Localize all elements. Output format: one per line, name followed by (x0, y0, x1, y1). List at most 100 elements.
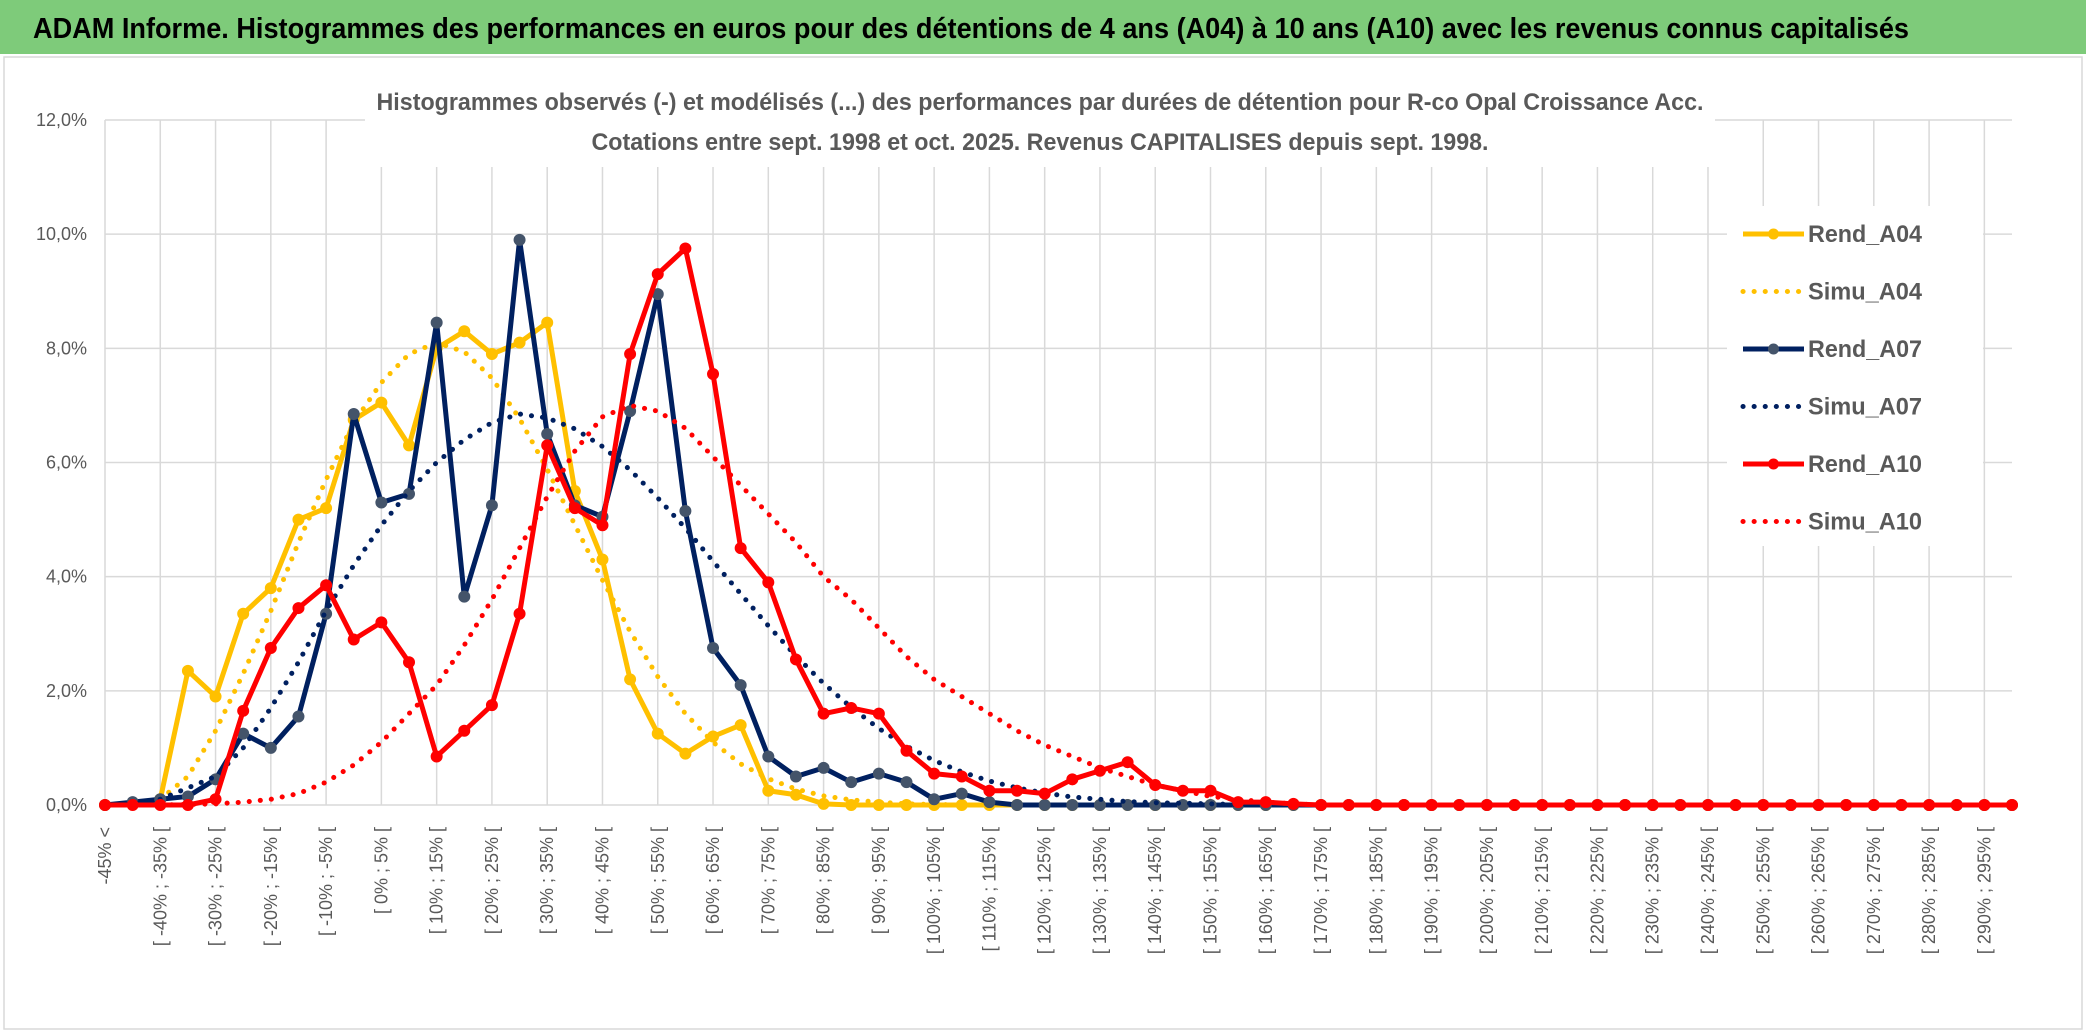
legend-label: Rend_A04 (1808, 221, 1923, 248)
y-tick-label: 12,0% (36, 110, 87, 130)
data-point (1536, 799, 1549, 811)
data-point (568, 502, 581, 515)
data-point (928, 767, 941, 780)
x-tick-label: [ 140% ; 145% [ (1145, 827, 1165, 954)
legend: Rend_A04 Simu_A04 Rend_A07 Simu_A07 Rend_A10… (1727, 206, 1983, 546)
x-tick-label: [ 220% ; 225% [ (1587, 827, 1607, 954)
x-axis: -45% < [ -40% ; -35% [[ -30% ; -25% [[ -2… (95, 827, 1994, 954)
data-point (845, 799, 858, 811)
data-point (762, 784, 775, 797)
data-point (900, 776, 913, 789)
y-axis: 0,0% 2,0% 4,0% 6,0% 8,0% 10,0% 12,0% (36, 110, 87, 815)
data-point (181, 664, 194, 677)
x-tick-label: [ 170% ; 175% [ (1311, 827, 1331, 954)
data-point (734, 719, 747, 732)
data-point (485, 699, 498, 712)
plot-area (99, 233, 2018, 811)
data-point (1480, 799, 1493, 811)
x-tick-label: [ 280% ; 285% [ (1919, 827, 1939, 954)
legend-label: Rend_A07 (1808, 336, 1922, 363)
data-point (734, 679, 747, 692)
title-background (365, 82, 1715, 167)
x-tick-label: [ 180% ; 185% [ (1366, 827, 1386, 954)
data-point (983, 796, 996, 809)
data-point (624, 348, 637, 361)
y-tick-label: 4,0% (46, 567, 87, 587)
data-point (928, 793, 941, 806)
series-line (102, 402, 2015, 808)
series-line (102, 411, 2015, 808)
data-point (817, 707, 830, 720)
y-tick-label: 10,0% (36, 224, 87, 244)
legend-label: Simu_A04 (1808, 279, 1923, 306)
header-title: ADAM Informe. Histogrammes des performan… (33, 13, 1909, 45)
data-point (375, 616, 388, 629)
x-tick-label: [ 60% ; 65% [ (703, 827, 723, 934)
data-point (458, 590, 471, 603)
legend-label: Simu_A10 (1808, 509, 1922, 536)
x-tick-label: [ 160% ; 165% [ (1256, 827, 1276, 954)
legend-box (1727, 206, 1983, 546)
data-point (1066, 799, 1079, 811)
data-point (624, 673, 637, 686)
data-point (789, 653, 802, 666)
y-tick-label: 6,0% (46, 453, 87, 473)
data-point (845, 776, 858, 789)
data-point (458, 724, 471, 737)
x-tick-label: [ -40% ; -35% [ (150, 827, 170, 946)
x-tick-label: [ 240% ; 245% [ (1698, 827, 1718, 954)
data-point (375, 396, 388, 409)
data-point (679, 747, 692, 760)
x-tick-label: [ 10% ; 15% [ (427, 827, 447, 934)
chart-subtitle: Cotations entre sept. 1998 et oct. 2025.… (592, 129, 1489, 156)
chart-border (3, 56, 2083, 1030)
data-point (872, 767, 885, 780)
data-point (1038, 799, 1051, 811)
data-point (513, 233, 526, 246)
x-tick-label: [ 50% ; 55% [ (648, 827, 668, 934)
data-point (430, 750, 443, 763)
data-point (762, 750, 775, 763)
data-point (264, 642, 277, 655)
y-tick-label: 0,0% (46, 795, 87, 815)
data-point (347, 633, 360, 646)
data-point (292, 710, 305, 723)
data-point (789, 770, 802, 783)
data-point (1453, 799, 1466, 811)
data-point (403, 656, 416, 669)
data-point (292, 602, 305, 615)
data-point (1121, 756, 1134, 769)
x-tick-label: [ 260% ; 265% [ (1809, 827, 1829, 954)
x-tick-label: [ 40% ; 45% [ (592, 827, 612, 934)
y-tick-label: 8,0% (46, 338, 87, 358)
data-point (1011, 799, 1024, 811)
x-tick-label: [ -20% ; -15% [ (261, 827, 281, 946)
data-point (762, 576, 775, 589)
x-tick-label: [ 120% ; 125% [ (1035, 827, 1055, 954)
data-point (679, 242, 692, 255)
data-point (707, 642, 720, 655)
x-tick-label: [ 30% ; 35% [ (537, 827, 557, 934)
x-tick-label: [ 250% ; 255% [ (1753, 827, 1773, 954)
data-point (679, 505, 692, 518)
x-tick-label: [ 270% ; 275% [ (1864, 827, 1884, 954)
data-point (513, 607, 526, 620)
x-tick-label: -45% < (95, 827, 115, 885)
data-point (237, 704, 250, 717)
chart-title: Histogrammes observés (-) et modélisés (… (377, 89, 1704, 116)
data-point (541, 316, 554, 329)
data-point (596, 553, 609, 566)
data-point (651, 727, 664, 740)
data-point (264, 741, 277, 754)
data-point (485, 348, 498, 361)
data-point (900, 744, 913, 757)
x-tick-label: [ 20% ; 25% [ (482, 827, 502, 934)
x-tick-label: [ 80% ; 85% [ (814, 827, 834, 934)
x-tick-label: [ 90% ; 95% [ (869, 827, 889, 934)
x-tick-label: [ 130% ; 135% [ (1090, 827, 1110, 954)
data-point (541, 439, 554, 452)
data-point (403, 439, 416, 452)
data-point (458, 325, 471, 338)
data-point (292, 513, 305, 526)
